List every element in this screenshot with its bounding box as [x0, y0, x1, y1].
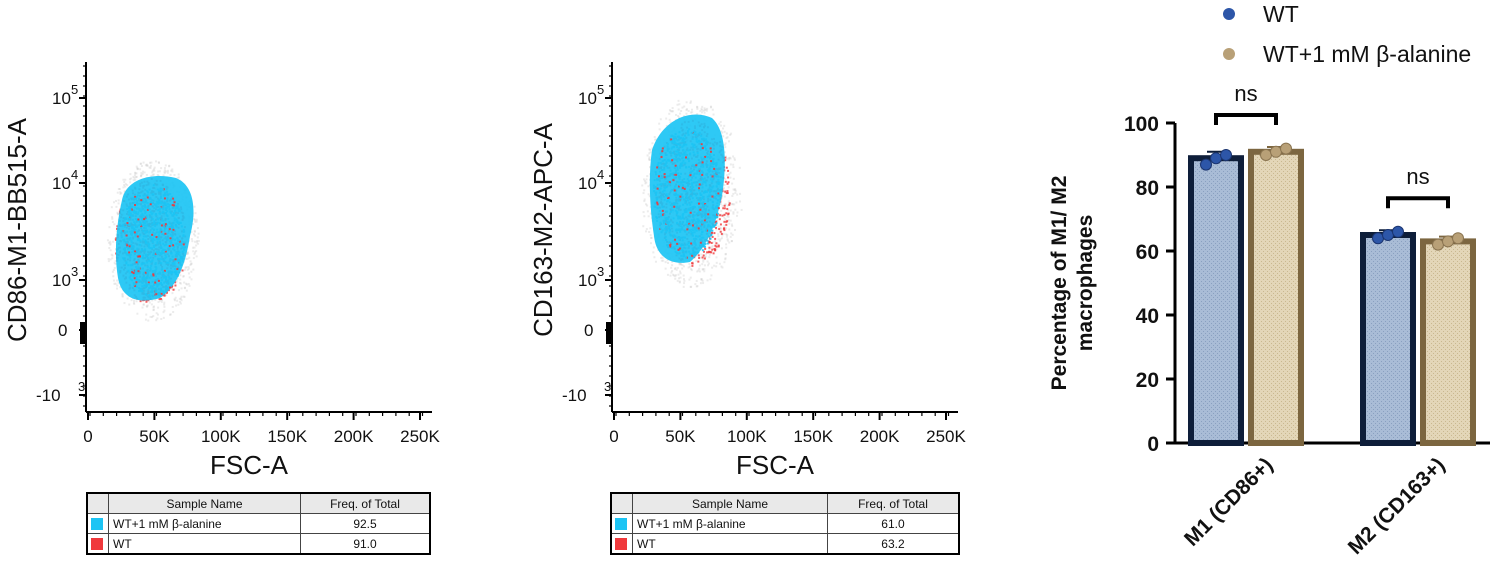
- x-tick-label: 250K: [926, 427, 966, 446]
- freq-value: 92.5: [299, 513, 431, 534]
- color-swatch-red: [615, 538, 627, 551]
- bar-y-tick-label: 0: [1147, 433, 1159, 456]
- y-tick-label: 10: [52, 271, 71, 290]
- y-tick-exponent: 3: [597, 264, 604, 279]
- sample-name: WT+1 mM β-alanine: [632, 513, 828, 534]
- data-point: [1210, 152, 1222, 165]
- x-tick-label: 0: [83, 427, 92, 446]
- x-tick-label: 150K: [793, 427, 833, 446]
- table-row: WT+1 mM β-alanine 92.5: [86, 513, 431, 534]
- bar-y-tick-label: 100: [1124, 113, 1159, 136]
- table-header-freq: Freq. of Total: [299, 492, 431, 514]
- data-point: [1220, 149, 1232, 161]
- bar-balanine: [1248, 148, 1304, 447]
- y-tick-exponent: 3: [604, 379, 611, 394]
- y-tick-label: 10: [578, 174, 597, 193]
- y-tick-exponent: 4: [71, 167, 78, 182]
- x-tick-label: 50K: [665, 427, 696, 446]
- significance-bracket: [1214, 113, 1278, 125]
- table-header-sample: Sample Name: [108, 492, 301, 514]
- y-tick-exponent: 5: [71, 82, 78, 97]
- data-point: [1432, 238, 1444, 251]
- y-tick-label: 10: [52, 174, 71, 193]
- significance-label: ns: [1234, 81, 1257, 106]
- freq-value: 61.0: [826, 513, 960, 534]
- y-tick-label: 10: [578, 89, 597, 108]
- table-row: WT 91.0: [86, 533, 431, 555]
- flow-table-1: Sample Name Freq. of Total WT+1 mM β-ala…: [86, 492, 431, 555]
- color-swatch-cyan: [91, 518, 103, 531]
- bar-chart: 0 20 40 60 80 100 Percentage of M1/ M2 macropha…: [1048, 1, 1490, 559]
- data-point: [1200, 158, 1212, 171]
- freq-value: 91.0: [299, 533, 431, 555]
- color-swatch-red: [91, 538, 103, 551]
- x-tick-label: 200K: [334, 427, 374, 446]
- bar-y-tick-label: 40: [1136, 305, 1159, 328]
- table-row: WT 63.2: [610, 533, 960, 555]
- y-zero-block: [80, 322, 86, 344]
- x-tick-label: 50K: [139, 427, 170, 446]
- bar-y-tick-label: 80: [1136, 177, 1159, 200]
- data-point: [1392, 225, 1404, 238]
- data-point: [1270, 145, 1282, 158]
- y-tick-label: -10: [36, 386, 61, 405]
- x-tick-label: 100K: [201, 427, 241, 446]
- bar-y-tick-label: 60: [1136, 241, 1159, 264]
- y-tick-label: 10: [52, 89, 71, 108]
- x-tick-label: 0: [609, 427, 618, 446]
- data-point: [1280, 142, 1292, 155]
- y-axis-label: CD86-M1-BB515-A: [2, 117, 32, 342]
- y-tick-label: 10: [578, 271, 597, 290]
- data-point: [1260, 149, 1272, 161]
- sample-name: WT: [108, 533, 301, 555]
- y-tick-exponent: 3: [71, 264, 78, 279]
- significance-bracket: [1386, 196, 1450, 209]
- x-axis-label: FSC-A: [736, 450, 815, 480]
- legend-label: WT+1 mM β-alanine: [1263, 41, 1471, 67]
- data-point: [1382, 229, 1394, 241]
- x-tick-label: 150K: [267, 427, 307, 446]
- y-tick-exponent: 3: [78, 379, 85, 394]
- legend: WT WT+1 mM β-alanine: [1223, 1, 1471, 67]
- table-header-sample: Sample Name: [632, 492, 828, 514]
- legend-marker: [1223, 48, 1235, 60]
- y-axis-label: CD163-M2-APC-A: [528, 122, 558, 336]
- sample-name: WT: [632, 533, 828, 555]
- legend-label: WT: [1263, 1, 1299, 27]
- data-point: [1442, 235, 1454, 248]
- freq-value: 63.2: [826, 533, 960, 555]
- data-point: [1372, 232, 1384, 245]
- y-zero-block: [606, 322, 612, 344]
- y-tick-label: 0: [584, 321, 593, 340]
- category-label: M2 (CD163+): [1344, 453, 1450, 559]
- sample-name: WT+1 mM β-alanine: [108, 513, 301, 534]
- data-point: [1452, 232, 1464, 245]
- y-tick-label: 0: [58, 321, 67, 340]
- x-tick-label: 100K: [727, 427, 767, 446]
- x-tick-label: 250K: [400, 427, 440, 446]
- legend-marker: [1223, 8, 1235, 20]
- table-header-freq: Freq. of Total: [826, 492, 960, 514]
- bar-y-tick-label: 20: [1136, 369, 1159, 392]
- x-tick-label: 200K: [860, 427, 900, 446]
- flow-density-cloud: [106, 160, 200, 322]
- significance-label: ns: [1406, 164, 1429, 189]
- category-label: M1 (CD86+): [1180, 453, 1278, 551]
- flow-table-2: Sample Name Freq. of Total WT+1 mM β-ala…: [610, 492, 960, 555]
- bar-wt: [1188, 155, 1244, 446]
- table-row: WT+1 mM β-alanine 61.0: [610, 513, 960, 534]
- bar-wt: [1360, 232, 1416, 446]
- color-swatch-cyan: [615, 518, 627, 531]
- bar-y-axis-label: Percentage of M1/ M2 macrophages: [1048, 176, 1097, 391]
- x-axis-label: FSC-A: [210, 450, 289, 480]
- y-tick-label: -10: [562, 386, 587, 405]
- y-tick-exponent: 4: [597, 167, 604, 182]
- flow-density-cloud: [641, 99, 743, 288]
- y-tick-exponent: 5: [597, 82, 604, 97]
- bar-balanine: [1420, 238, 1476, 446]
